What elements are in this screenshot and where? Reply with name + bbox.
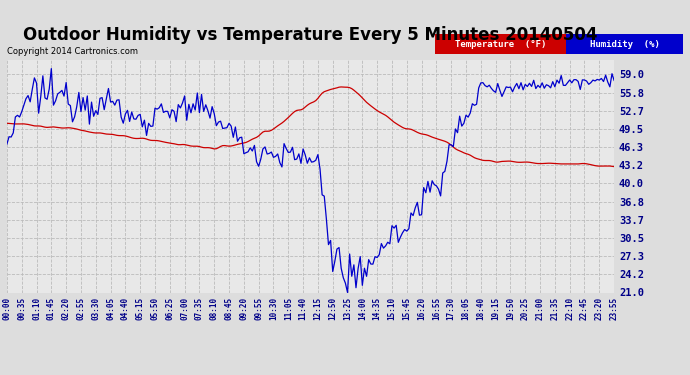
Text: Humidity  (%): Humidity (%) xyxy=(589,40,660,49)
Text: Outdoor Humidity vs Temperature Every 5 Minutes 20140504: Outdoor Humidity vs Temperature Every 5 … xyxy=(23,26,598,44)
Text: Temperature  (°F): Temperature (°F) xyxy=(455,40,546,49)
Text: Copyright 2014 Cartronics.com: Copyright 2014 Cartronics.com xyxy=(7,47,138,56)
